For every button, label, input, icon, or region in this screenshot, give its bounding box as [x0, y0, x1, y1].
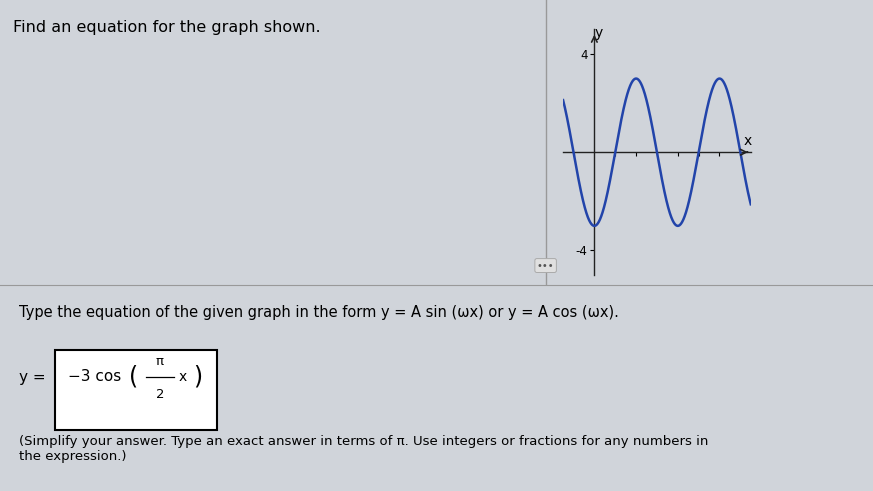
Text: y =: y =: [19, 370, 45, 385]
Text: (: (: [129, 364, 138, 388]
Text: π: π: [155, 355, 164, 368]
Text: x: x: [744, 134, 752, 148]
Text: (Simplify your answer. Type an exact answer in terms of π. Use integers or fract: (Simplify your answer. Type an exact ans…: [19, 436, 709, 464]
Text: ): ): [193, 364, 202, 388]
Text: x: x: [179, 370, 187, 383]
Text: •••: •••: [537, 261, 554, 271]
Text: y: y: [595, 26, 603, 40]
Text: Type the equation of the given graph in the form y = A sin (ωx) or y = A cos (ωx: Type the equation of the given graph in …: [19, 305, 619, 321]
Text: Find an equation for the graph shown.: Find an equation for the graph shown.: [13, 20, 320, 35]
Text: 2: 2: [155, 387, 164, 401]
Text: −3 cos: −3 cos: [68, 369, 121, 384]
FancyBboxPatch shape: [55, 350, 217, 430]
